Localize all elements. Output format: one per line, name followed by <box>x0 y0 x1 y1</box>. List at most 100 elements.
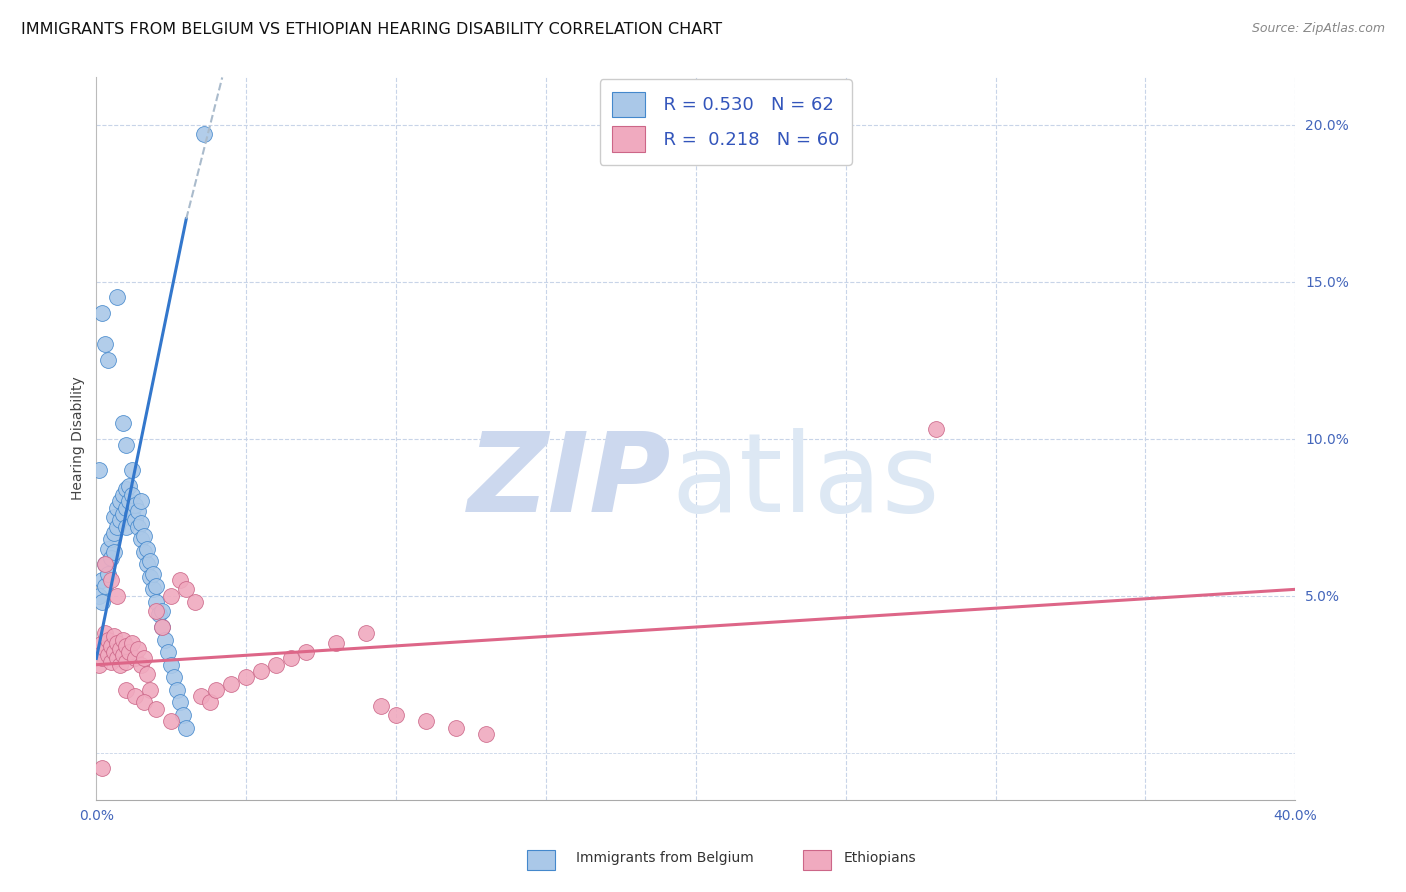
Point <box>295 645 318 659</box>
Text: Ethiopians: Ethiopians <box>844 851 917 865</box>
Point <box>172 708 194 723</box>
Point <box>139 570 162 584</box>
Point <box>115 655 138 669</box>
Point <box>89 589 111 603</box>
Point <box>115 500 138 515</box>
Point <box>131 657 153 672</box>
Point <box>169 573 191 587</box>
Point <box>100 639 122 653</box>
Point <box>139 682 162 697</box>
Point <box>124 689 146 703</box>
Point <box>97 566 120 581</box>
Point <box>325 636 347 650</box>
Point <box>139 554 162 568</box>
Point <box>105 636 128 650</box>
Point <box>134 544 156 558</box>
Point <box>115 519 138 533</box>
Point <box>91 761 114 775</box>
Text: Immigrants from Belgium: Immigrants from Belgium <box>576 851 754 865</box>
Point <box>103 510 125 524</box>
Point <box>145 595 167 609</box>
Point <box>136 541 159 556</box>
Point <box>174 721 197 735</box>
Point <box>103 645 125 659</box>
Point <box>103 544 125 558</box>
Point <box>100 655 122 669</box>
Point <box>118 494 141 508</box>
Point <box>444 721 467 735</box>
Point <box>118 479 141 493</box>
Point <box>94 558 117 572</box>
Point <box>112 488 135 502</box>
Point <box>166 682 188 697</box>
Point <box>121 636 143 650</box>
Point <box>94 337 117 351</box>
Point <box>112 416 135 430</box>
Point <box>121 507 143 521</box>
Point <box>136 558 159 572</box>
Point <box>110 642 132 657</box>
Point <box>112 648 135 663</box>
Point <box>219 676 242 690</box>
Legend:   R = 0.530   N = 62,   R =  0.218   N = 60: R = 0.530 N = 62, R = 0.218 N = 60 <box>599 79 852 165</box>
Point <box>112 632 135 647</box>
Point <box>174 582 197 597</box>
Point <box>110 657 132 672</box>
Point <box>103 630 125 644</box>
Point <box>200 695 222 709</box>
Text: atlas: atlas <box>672 428 941 535</box>
Point <box>205 682 228 697</box>
Point <box>118 645 141 659</box>
Point <box>89 463 111 477</box>
Point <box>150 604 173 618</box>
Point <box>280 651 302 665</box>
Point <box>115 639 138 653</box>
Point <box>250 664 273 678</box>
Point <box>131 516 153 531</box>
Point <box>97 541 120 556</box>
Point <box>91 306 114 320</box>
Point <box>121 463 143 477</box>
Point <box>142 566 165 581</box>
Point <box>264 657 287 672</box>
Point <box>160 657 183 672</box>
Point <box>105 651 128 665</box>
Point <box>91 651 114 665</box>
Y-axis label: Hearing Disability: Hearing Disability <box>72 376 86 500</box>
Point <box>142 582 165 597</box>
Point <box>134 529 156 543</box>
Point <box>131 494 153 508</box>
Point <box>115 438 138 452</box>
Text: Source: ZipAtlas.com: Source: ZipAtlas.com <box>1251 22 1385 36</box>
Point <box>121 488 143 502</box>
Point <box>97 648 120 663</box>
Point <box>475 727 498 741</box>
Point <box>134 695 156 709</box>
Point <box>89 645 111 659</box>
Point <box>127 642 149 657</box>
Text: IMMIGRANTS FROM BELGIUM VS ETHIOPIAN HEARING DISABILITY CORRELATION CHART: IMMIGRANTS FROM BELGIUM VS ETHIOPIAN HEA… <box>21 22 723 37</box>
Point <box>163 670 186 684</box>
Point <box>124 513 146 527</box>
Point <box>127 519 149 533</box>
Point <box>105 589 128 603</box>
Point <box>94 558 117 572</box>
Point <box>415 714 437 729</box>
Point <box>110 513 132 527</box>
Point <box>89 657 111 672</box>
Point <box>235 670 257 684</box>
Point <box>184 595 207 609</box>
Point <box>193 127 215 141</box>
Point <box>100 550 122 565</box>
Point <box>145 579 167 593</box>
Point <box>112 507 135 521</box>
Point <box>100 532 122 546</box>
Point <box>148 607 170 622</box>
Point <box>91 636 114 650</box>
Point <box>91 573 114 587</box>
Point <box>354 626 377 640</box>
Point <box>124 651 146 665</box>
Point <box>94 626 117 640</box>
Point <box>105 290 128 304</box>
Point <box>115 682 138 697</box>
